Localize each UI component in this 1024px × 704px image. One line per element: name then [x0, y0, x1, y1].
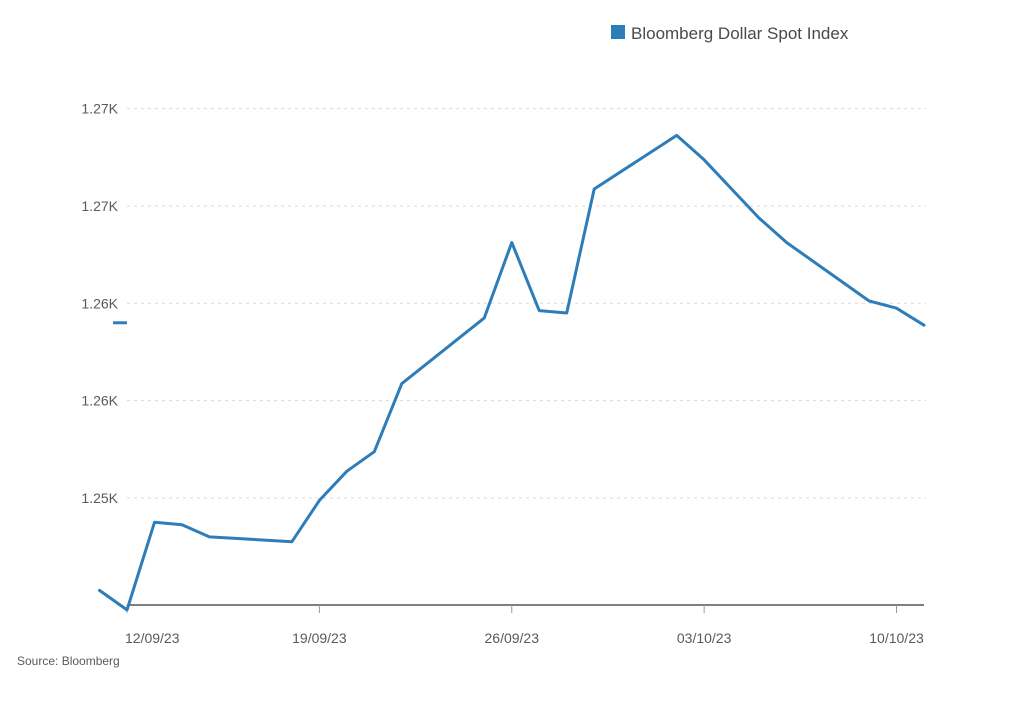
series-group	[98, 133, 926, 612]
x-tick-label: 12/09/23	[125, 630, 180, 646]
x-axis-ticks: 12/09/23 19/09/23 26/09/23 03/10/23 10/10/23	[125, 605, 924, 646]
series-line	[98, 133, 926, 612]
y-tick-label: 1.26K	[81, 295, 118, 311]
y-axis-ticks: 1.25K 1.26K 1.26K 1.27K 1.27K	[81, 101, 118, 506]
legend-swatch	[611, 25, 625, 39]
source-note: Source: Bloomberg	[17, 654, 120, 668]
x-tick-label: 10/10/23	[869, 630, 924, 646]
y-tick-label: 1.26K	[81, 393, 118, 409]
x-tick-label: 03/10/23	[677, 630, 732, 646]
y-tick-label: 1.27K	[81, 198, 118, 214]
x-tick-label: 26/09/23	[485, 630, 540, 646]
x-tick-label: 19/09/23	[292, 630, 347, 646]
grid-lines	[127, 108, 926, 499]
legend: Bloomberg Dollar Spot Index	[611, 24, 849, 43]
legend-label: Bloomberg Dollar Spot Index	[631, 24, 849, 43]
y-tick-label: 1.25K	[81, 490, 118, 506]
y-tick-label: 1.27K	[81, 101, 118, 117]
